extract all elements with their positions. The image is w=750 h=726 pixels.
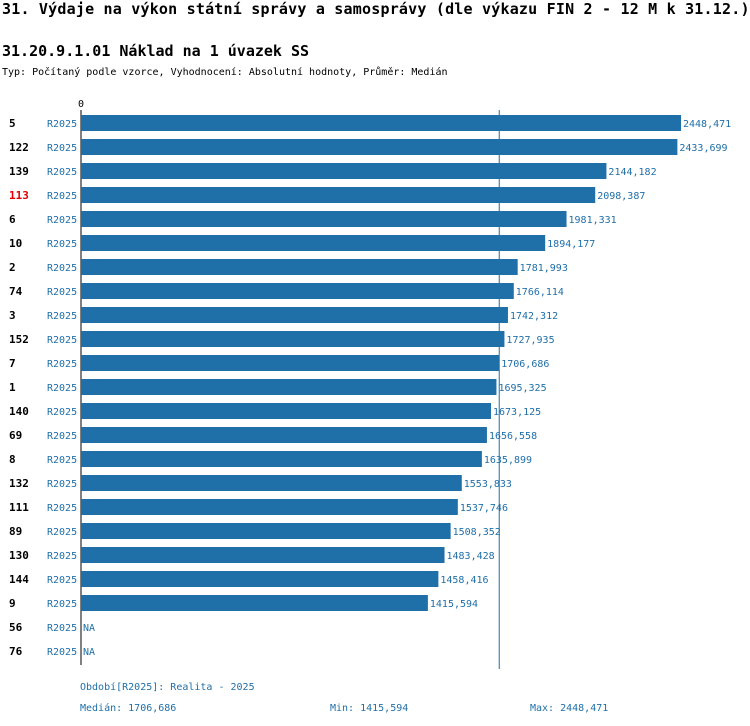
row-id-label: 10 [9,237,22,250]
row-period-label: R2025 [47,575,77,586]
value-label: 1695,325 [498,383,546,394]
bar [81,499,458,515]
value-label: NA [83,647,95,658]
value-label: 2448,471 [683,119,731,130]
row-id-label: 1 [9,381,16,394]
row-period-label: R2025 [47,383,77,394]
value-label: 1635,899 [484,455,532,466]
row-id-label: 69 [9,429,22,442]
row-period-label: R2025 [47,551,77,562]
row-id-label: 9 [9,597,16,610]
row-id-label: 144 [9,573,29,586]
bar [81,139,678,155]
row-id-label: 113 [9,189,29,202]
max-readout: Max: 2448,471 [530,703,609,714]
row-period-label: R2025 [47,359,77,370]
row-period-label: R2025 [47,287,77,298]
bar [81,547,445,563]
row-period-label: R2025 [47,239,77,250]
row-period-label: R2025 [47,143,77,154]
value-label: 1727,935 [506,335,554,346]
row-id-label: 139 [9,165,29,178]
bar [81,595,428,611]
row-period-label: R2025 [47,335,77,346]
row-period-label: R2025 [47,647,77,658]
chart-subtitle: Typ: Počítaný podle vzorce, Vyhodnocení:… [2,67,448,78]
row-period-label: R2025 [47,191,77,202]
value-label: 1508,352 [453,527,501,538]
value-label: 2144,182 [608,167,656,178]
row-period-label: R2025 [47,167,77,178]
chart-title: 31.20.9.1.01 Náklad na 1 úvazek SS [2,42,310,60]
row-period-label: R2025 [47,215,77,226]
row-id-label: 152 [9,333,29,346]
value-label: 2433,699 [679,143,727,154]
value-label: 1553,833 [464,479,512,490]
bar [81,403,492,419]
bar [81,235,546,251]
row-period-label: R2025 [47,311,77,322]
value-label: 2098,387 [597,191,645,202]
row-id-label: 2 [9,261,16,274]
row-id-label: 56 [9,621,23,634]
row-id-label: 76 [9,645,23,658]
bar [81,187,596,203]
axis-zero-label: 0 [78,99,84,110]
row-id-label: 5 [9,117,16,130]
value-label: 1415,594 [430,599,478,610]
bar [81,211,567,227]
row-period-label: R2025 [47,263,77,274]
row-period-label: R2025 [47,599,77,610]
value-label: 1656,558 [489,431,537,442]
bar [81,283,514,299]
row-period-label: R2025 [47,503,77,514]
row-id-label: 130 [9,549,29,562]
value-label: 1894,177 [547,239,595,250]
row-period-label: R2025 [47,527,77,538]
bar [81,475,462,491]
value-label: 1742,312 [510,311,558,322]
value-label: 1483,428 [447,551,495,562]
bar [81,307,508,323]
value-label: 1673,125 [493,407,541,418]
row-period-label: R2025 [47,623,77,634]
row-id-label: 6 [9,213,16,226]
bar [81,379,497,395]
period-legend: Období[R2025]: Realita - 2025 [80,682,255,693]
row-period-label: R2025 [47,455,77,466]
row-id-label: 122 [9,141,29,154]
row-id-label: 7 [9,357,16,370]
row-id-label: 89 [9,525,22,538]
bar [81,523,451,539]
value-label: 1537,746 [460,503,508,514]
row-period-label: R2025 [47,431,77,442]
bar [81,451,482,467]
row-id-label: 140 [9,405,29,418]
bar [81,427,487,443]
value-label: 1781,993 [520,263,568,274]
value-label: NA [83,623,95,634]
row-id-label: 74 [9,285,23,298]
min-readout: Min: 1415,594 [330,703,409,714]
bar [81,571,439,587]
bar [81,331,505,347]
value-label: 1706,686 [501,359,549,370]
bar [81,259,518,275]
row-id-label: 8 [9,453,16,466]
page-title: 31. Výdaje na výkon státní správy a samo… [2,0,750,18]
bar [81,355,500,371]
bar [81,115,681,131]
row-period-label: R2025 [47,407,77,418]
bar [81,163,607,179]
row-id-label: 3 [9,309,16,322]
row-period-label: R2025 [47,479,77,490]
row-period-label: R2025 [47,119,77,130]
row-id-label: 111 [9,501,29,514]
value-label: 1766,114 [516,287,564,298]
row-id-label: 132 [9,477,29,490]
value-label: 1981,331 [569,215,617,226]
value-label: 1458,416 [440,575,488,586]
median-readout: Medián: 1706,686 [80,703,177,714]
